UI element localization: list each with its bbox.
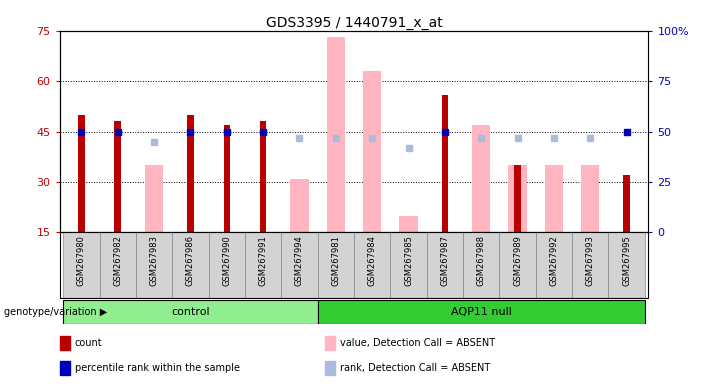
Bar <box>172 232 209 298</box>
Bar <box>390 232 427 298</box>
Bar <box>508 165 526 232</box>
Text: count: count <box>75 338 102 348</box>
Bar <box>623 175 630 232</box>
Text: GSM267989: GSM267989 <box>513 235 522 286</box>
Bar <box>427 232 463 298</box>
Text: GSM267990: GSM267990 <box>222 235 231 286</box>
Bar <box>209 232 245 298</box>
Bar <box>145 165 163 232</box>
Text: GSM267981: GSM267981 <box>332 235 340 286</box>
Text: GSM267986: GSM267986 <box>186 235 195 286</box>
Text: rank, Detection Call = ABSENT: rank, Detection Call = ABSENT <box>340 363 490 373</box>
Bar <box>318 232 354 298</box>
Text: GSM267988: GSM267988 <box>477 235 486 286</box>
Bar <box>245 232 281 298</box>
Bar <box>325 361 335 375</box>
Text: GSM267995: GSM267995 <box>622 235 631 286</box>
Bar <box>318 300 645 324</box>
Bar <box>463 232 499 298</box>
Text: GSM267993: GSM267993 <box>586 235 594 286</box>
Text: GSM267982: GSM267982 <box>114 235 122 286</box>
Bar <box>63 232 100 298</box>
Bar <box>472 125 490 232</box>
Text: control: control <box>171 307 210 317</box>
Bar <box>400 215 418 232</box>
Bar <box>187 115 193 232</box>
Bar <box>515 165 521 232</box>
Bar <box>60 336 70 350</box>
Bar <box>136 232 172 298</box>
Text: GSM267992: GSM267992 <box>550 235 559 286</box>
Text: GSM267987: GSM267987 <box>440 235 449 286</box>
Bar <box>608 232 645 298</box>
Text: value, Detection Call = ABSENT: value, Detection Call = ABSENT <box>340 338 495 348</box>
Bar <box>63 300 318 324</box>
Text: AQP11 null: AQP11 null <box>451 307 512 317</box>
Text: GSM267991: GSM267991 <box>259 235 268 286</box>
Bar <box>581 165 599 232</box>
Bar <box>114 121 121 232</box>
Bar <box>442 94 448 232</box>
Text: GSM267985: GSM267985 <box>404 235 413 286</box>
Bar <box>281 232 318 298</box>
Bar <box>325 336 335 350</box>
Bar <box>290 179 308 232</box>
Bar <box>60 361 70 375</box>
Bar <box>545 165 563 232</box>
Text: GSM267983: GSM267983 <box>149 235 158 286</box>
Bar <box>260 121 266 232</box>
Bar <box>224 125 230 232</box>
Bar <box>327 37 345 232</box>
Title: GDS3395 / 1440791_x_at: GDS3395 / 1440791_x_at <box>266 16 442 30</box>
Text: GSM267994: GSM267994 <box>295 235 304 286</box>
Bar <box>572 232 608 298</box>
Text: GSM267984: GSM267984 <box>368 235 376 286</box>
Bar <box>499 232 536 298</box>
Text: GSM267980: GSM267980 <box>77 235 86 286</box>
Text: percentile rank within the sample: percentile rank within the sample <box>75 363 240 373</box>
Bar <box>536 232 572 298</box>
Text: genotype/variation ▶: genotype/variation ▶ <box>4 307 107 317</box>
Bar <box>354 232 390 298</box>
Bar <box>78 115 85 232</box>
Bar <box>363 71 381 232</box>
Bar <box>100 232 136 298</box>
